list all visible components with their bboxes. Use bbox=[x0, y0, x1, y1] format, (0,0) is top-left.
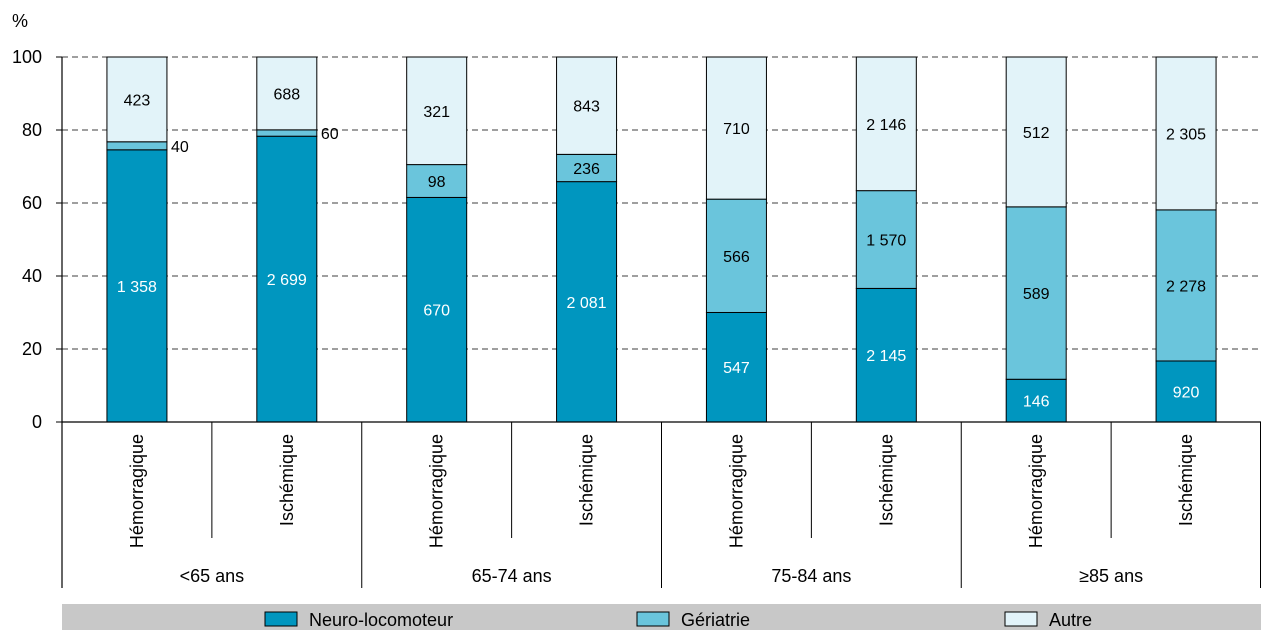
x-category-label: Hémorragique bbox=[1026, 434, 1046, 548]
data-label: 1 358 bbox=[117, 279, 157, 296]
y-tick-label-60: 60 bbox=[22, 193, 42, 213]
x-group-label: ≥85 ans bbox=[1079, 566, 1143, 586]
data-label: 589 bbox=[1023, 286, 1050, 303]
bars: 1 358 40 423 2 699 60 688 670 98 321 2 081 236 843 5… bbox=[106, 56, 1217, 423]
bar-segment bbox=[256, 56, 318, 131]
x-category-label: Ischémique bbox=[1176, 434, 1196, 526]
bar-segment bbox=[406, 164, 468, 198]
bar-segment bbox=[406, 56, 468, 166]
x-group-label: <65 ans bbox=[180, 566, 245, 586]
bar-segment bbox=[705, 56, 767, 200]
bar-segment bbox=[855, 190, 917, 289]
bar-segment bbox=[1155, 209, 1217, 362]
bar-segment bbox=[106, 149, 168, 423]
bar-segment bbox=[256, 129, 318, 137]
data-label: 512 bbox=[1023, 125, 1050, 142]
data-label: 40 bbox=[171, 139, 189, 156]
x-category-label: Hémorragique bbox=[427, 434, 447, 548]
bar-segment bbox=[106, 56, 168, 143]
bar-segment bbox=[1005, 206, 1067, 380]
data-label: 2 146 bbox=[866, 117, 906, 134]
legend-entry-label: Neuro-locomoteur bbox=[309, 610, 453, 630]
bar-segment bbox=[855, 56, 917, 192]
y-tick-label-20: 20 bbox=[22, 339, 42, 359]
y-axis-unit-label: % bbox=[12, 11, 28, 31]
data-label: 60 bbox=[321, 126, 339, 143]
bar-segment bbox=[556, 181, 618, 423]
x-category-label: Ischémique bbox=[277, 434, 297, 526]
data-label: 2 081 bbox=[567, 295, 607, 312]
y-tick-label-80: 80 bbox=[22, 120, 42, 140]
data-label: 843 bbox=[573, 99, 600, 116]
bar-segment bbox=[705, 311, 767, 423]
bar-segment bbox=[1155, 360, 1217, 423]
x-category-label: Ischémique bbox=[876, 434, 896, 526]
legend-swatch bbox=[1004, 611, 1038, 627]
data-label: 2 305 bbox=[1166, 126, 1206, 143]
x-category-label: Hémorragique bbox=[127, 434, 147, 548]
data-label: 423 bbox=[124, 92, 151, 109]
bar-segment bbox=[705, 198, 767, 313]
data-label: 98 bbox=[428, 174, 446, 191]
legend-entry-label: Gériatrie bbox=[681, 610, 750, 630]
legend-entry-label: Autre bbox=[1049, 610, 1092, 630]
data-label: 1 570 bbox=[866, 233, 906, 250]
data-label: 920 bbox=[1173, 384, 1200, 401]
legend-swatch bbox=[264, 611, 298, 627]
data-label: 2 145 bbox=[866, 348, 906, 365]
bar-segment bbox=[406, 196, 468, 423]
bar-segment bbox=[1005, 56, 1067, 208]
bar-segment bbox=[556, 153, 618, 183]
x-group-label: 65-74 ans bbox=[472, 566, 552, 586]
x-category-label: Ischémique bbox=[577, 434, 597, 526]
bar-segment bbox=[106, 141, 168, 151]
data-label: 2 699 bbox=[267, 272, 307, 289]
data-label: 566 bbox=[723, 249, 750, 266]
y-tick-label-100: 100 bbox=[12, 47, 42, 67]
x-group-label: 75-84 ans bbox=[771, 566, 851, 586]
data-label: 547 bbox=[723, 360, 750, 377]
data-label: 2 278 bbox=[1166, 278, 1206, 295]
bar-segment bbox=[1005, 378, 1067, 423]
bar-segment bbox=[1155, 56, 1217, 211]
y-tick-label-0: 0 bbox=[32, 412, 42, 432]
bar-segment bbox=[556, 56, 618, 155]
legend: Neuro-locomoteur Gériatrie Autre bbox=[62, 604, 1261, 630]
axes: % 0 20 40 60 80 100 Hémorragique Ischémique Hémo… bbox=[12, 11, 1261, 588]
data-label: 321 bbox=[423, 104, 450, 121]
legend-swatch bbox=[636, 611, 670, 627]
x-category-label: Hémorragique bbox=[726, 434, 746, 548]
data-label: 670 bbox=[423, 303, 450, 320]
data-label: 710 bbox=[723, 121, 750, 138]
data-label: 688 bbox=[273, 86, 300, 103]
data-label: 236 bbox=[573, 161, 600, 178]
y-tick-label-40: 40 bbox=[22, 266, 42, 286]
data-label: 146 bbox=[1023, 394, 1050, 411]
gridlines bbox=[62, 56, 1261, 350]
